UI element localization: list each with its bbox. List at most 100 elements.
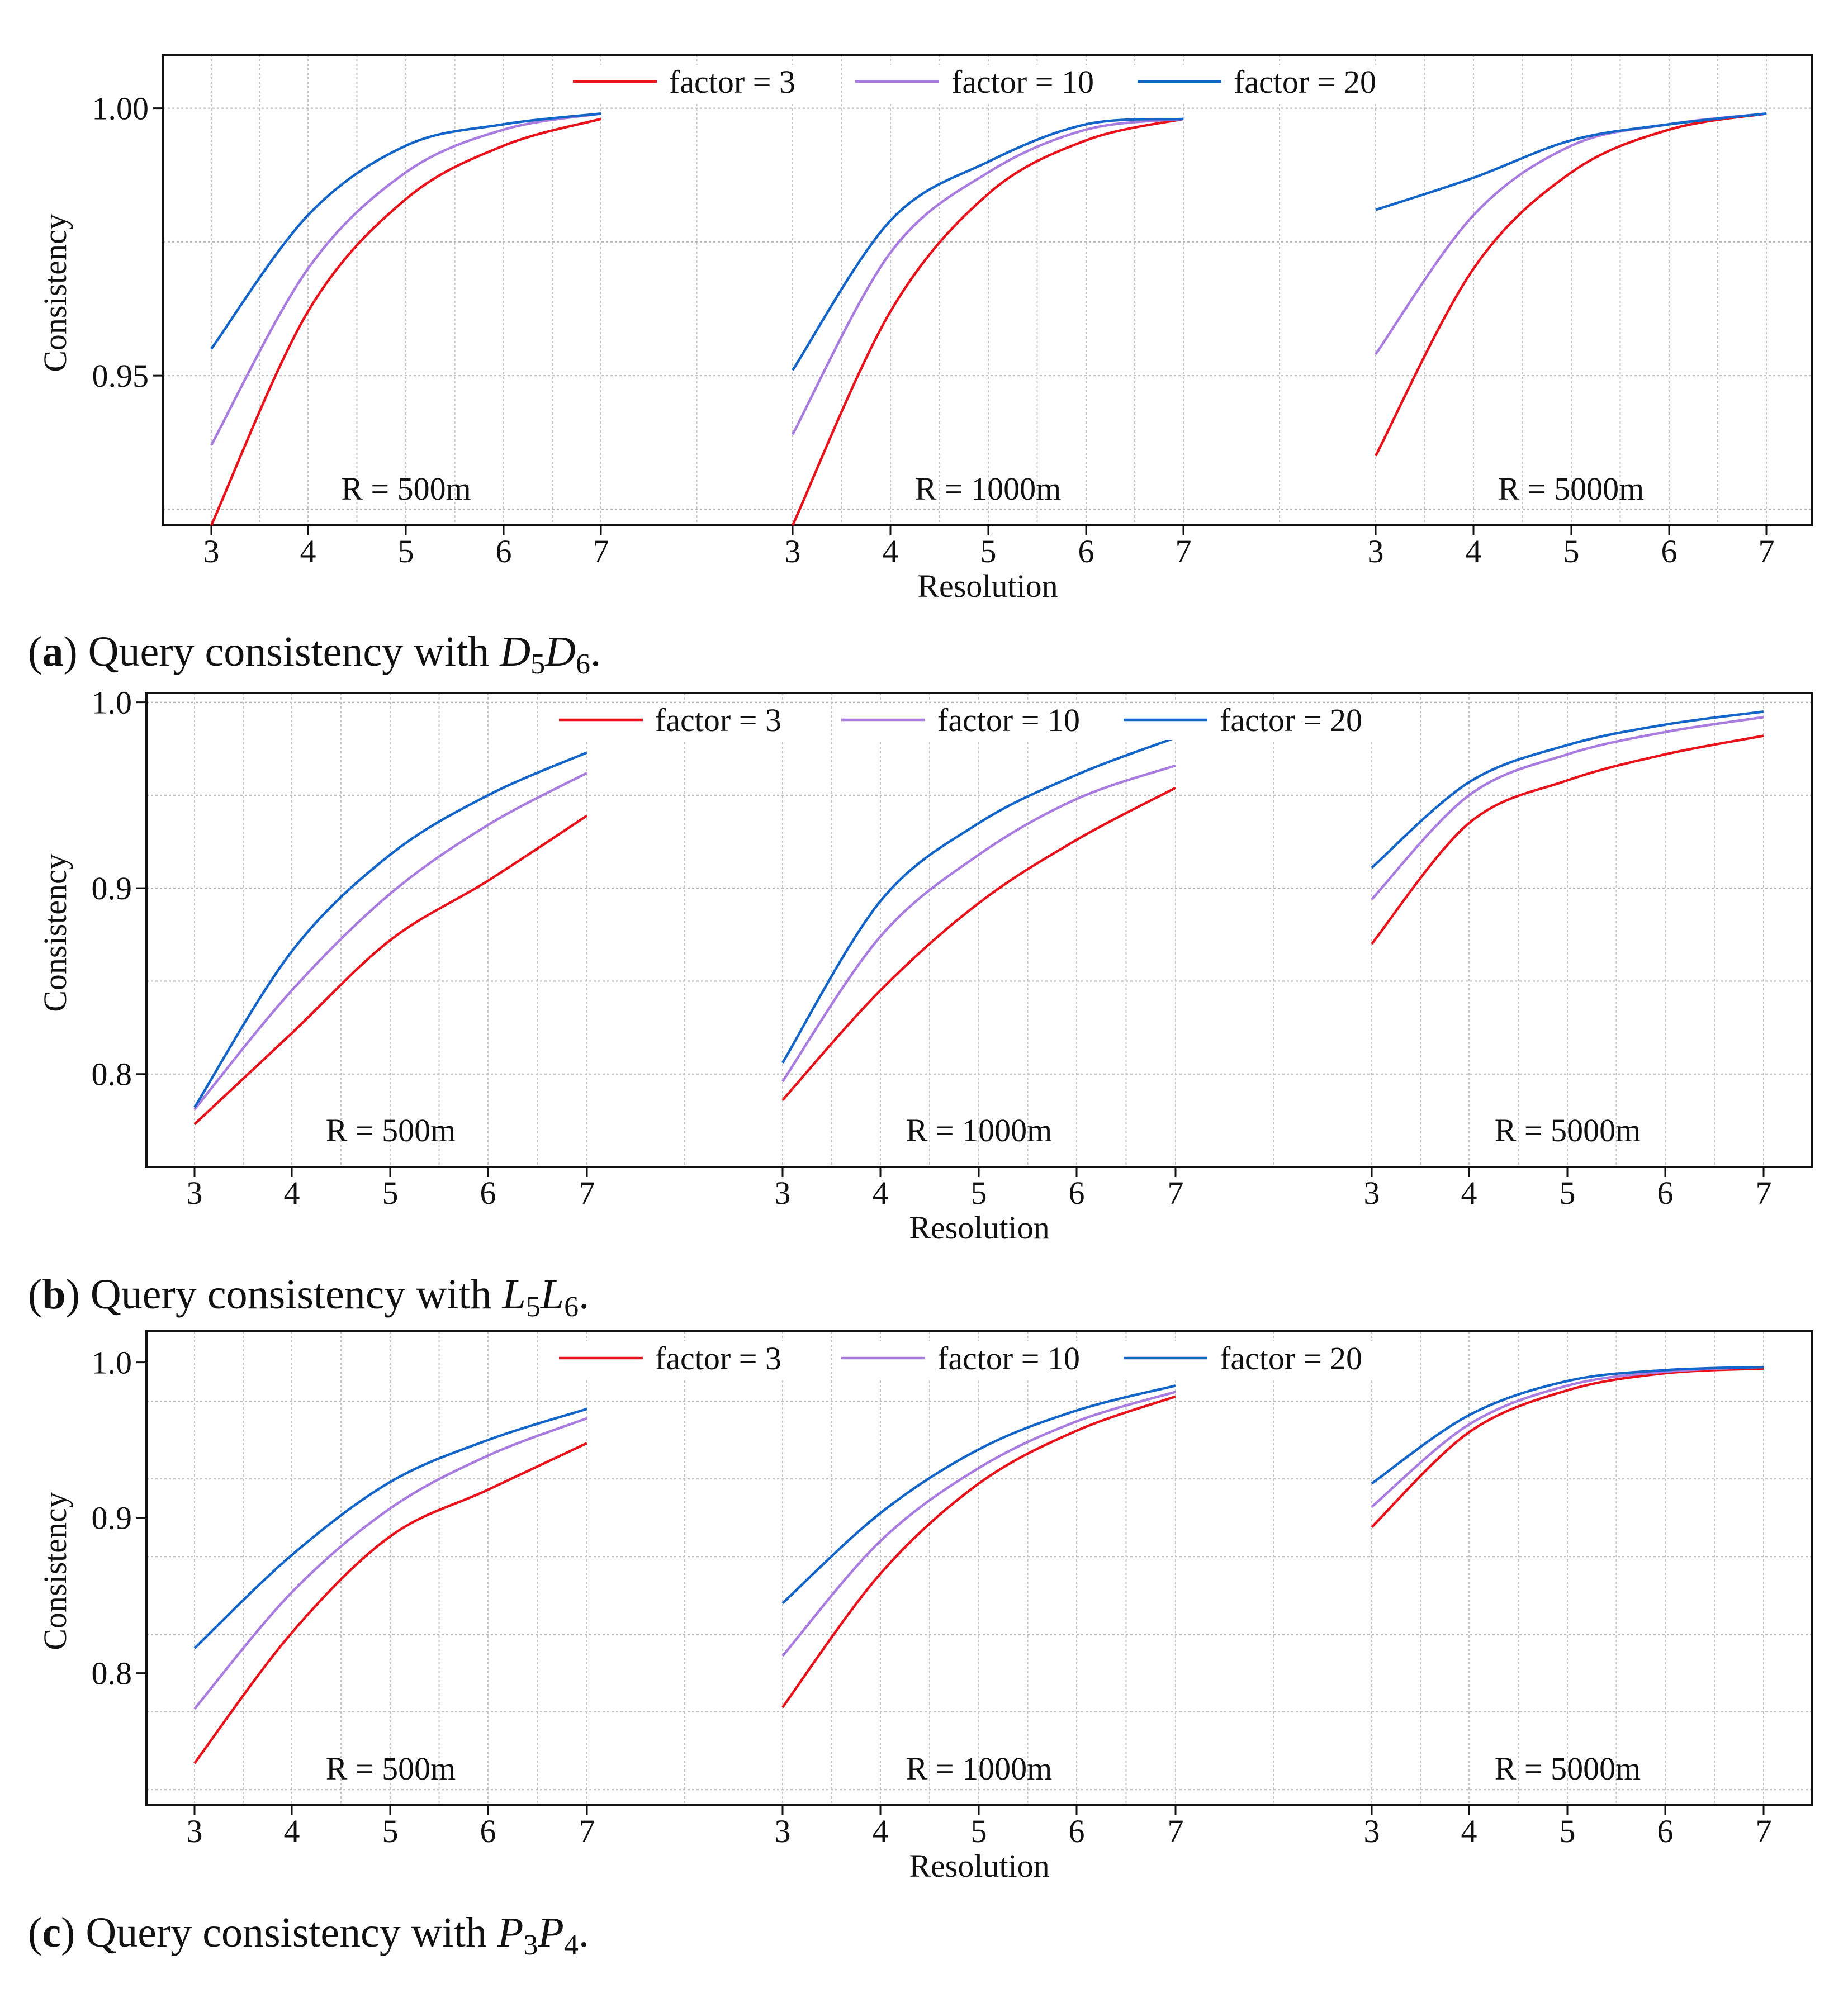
panel-label: R = 500m bbox=[341, 471, 471, 507]
x-tick-label: 6 bbox=[496, 533, 512, 570]
series-line-10 bbox=[1371, 1365, 1764, 1508]
x-tick-label: 7 bbox=[1176, 533, 1192, 570]
x-tick-label: 5 bbox=[971, 1175, 987, 1211]
series-line-20 bbox=[210, 112, 601, 350]
series-line-10 bbox=[1371, 716, 1764, 900]
caption-b-sym1: L bbox=[502, 1271, 526, 1318]
panel-1: R = 500m bbox=[193, 751, 588, 1149]
caption-a-sub2: 6 bbox=[576, 648, 591, 680]
x-tick-label: 3 bbox=[203, 533, 220, 570]
x-tick-label: 6 bbox=[480, 1813, 496, 1849]
series-line-20 bbox=[193, 751, 587, 1108]
panel-label: R = 5000m bbox=[1495, 1750, 1641, 1787]
legend-label: factor = 3 bbox=[669, 64, 795, 100]
legend-bg bbox=[835, 1341, 1103, 1378]
series-line-20 bbox=[781, 1384, 1176, 1605]
series-line-3 bbox=[193, 1442, 587, 1764]
y-tick-label: 0.9 bbox=[92, 1500, 132, 1536]
grid-c bbox=[146, 1331, 1812, 1805]
panel-1: R = 500m bbox=[210, 112, 601, 526]
x-tick-label: 4 bbox=[284, 1175, 300, 1211]
x-tick-label: 5 bbox=[1560, 1813, 1576, 1849]
y-tick-label: 0.95 bbox=[92, 358, 149, 394]
legend-label: factor = 3 bbox=[655, 702, 781, 738]
legend-label: factor = 20 bbox=[1220, 1340, 1362, 1377]
x-tick-label: 3 bbox=[1364, 1175, 1380, 1211]
panel-2: R = 1000m bbox=[791, 117, 1184, 526]
x-tick-label: 5 bbox=[980, 533, 997, 570]
x-tick-label: 7 bbox=[1759, 533, 1775, 570]
y-axis-label: Consistency bbox=[37, 853, 73, 1012]
legend-bg bbox=[552, 1341, 821, 1378]
caption-b-label: b bbox=[42, 1271, 66, 1318]
series-line-20 bbox=[781, 736, 1176, 1064]
x-tick-label: 5 bbox=[398, 533, 414, 570]
caption-a-sym1: D bbox=[500, 628, 531, 675]
x-tick-label: 6 bbox=[1661, 533, 1678, 570]
chart-c: 0.8 0.9 1.0 Consistency 3 4 5 6 7 3 4 5 6 7 3 4 5 6 7 Resol… bbox=[37, 1330, 1813, 1884]
series-line-3 bbox=[1375, 112, 1767, 457]
chart-b: 0.8 0.9 1.0 Consistency 3 4 5 6 7 3 4 5 6 7 3 4 5 6 7 Resol… bbox=[37, 685, 1813, 1246]
panel-label: R = 5000m bbox=[1498, 471, 1645, 507]
x-tick-label: 4 bbox=[1466, 533, 1482, 570]
y-axis-label: Consistency bbox=[37, 213, 73, 372]
x-tick-label: 3 bbox=[187, 1175, 203, 1211]
caption-c-label: c bbox=[42, 1909, 61, 1956]
x-tick-label: 6 bbox=[1069, 1175, 1085, 1211]
y-tick-label: 1.0 bbox=[92, 685, 132, 721]
y-tick-label: 0.8 bbox=[92, 1655, 132, 1692]
panel-3: R = 5000m bbox=[1371, 1365, 1764, 1787]
panel-3: R = 5000m bbox=[1375, 112, 1767, 507]
series-line-20 bbox=[792, 117, 1184, 371]
y-tick-label: 1.00 bbox=[92, 91, 149, 127]
caption-c-sym1: P bbox=[497, 1909, 524, 1956]
caption-b-sub1: 5 bbox=[525, 1291, 541, 1323]
x-tick-label: 7 bbox=[1168, 1813, 1184, 1849]
legend-bg bbox=[849, 65, 1117, 102]
x-tick-label: 4 bbox=[883, 533, 899, 570]
caption-b-sub2: 6 bbox=[564, 1291, 579, 1323]
legend-label: factor = 10 bbox=[951, 64, 1094, 100]
x-axis-label: Resolution bbox=[917, 568, 1058, 604]
x-tick-label: 7 bbox=[1168, 1175, 1184, 1211]
x-tick-label: 6 bbox=[1657, 1175, 1674, 1211]
legend-label: factor = 20 bbox=[1234, 64, 1376, 100]
panel-label: R = 500m bbox=[326, 1112, 456, 1149]
legend-bg bbox=[1131, 65, 1399, 102]
series-line-3 bbox=[193, 814, 588, 1126]
panel-2: R = 1000m bbox=[781, 736, 1177, 1149]
x-tick-label: 7 bbox=[1756, 1813, 1772, 1849]
x-tick-label: 5 bbox=[382, 1175, 399, 1211]
panel-label: R = 500m bbox=[326, 1750, 456, 1787]
x-tick-label: 4 bbox=[1461, 1175, 1477, 1211]
x-tick-label: 5 bbox=[382, 1813, 399, 1849]
series-line-10 bbox=[193, 1417, 587, 1710]
legend: factor = 3 factor = 10 factor = 20 bbox=[566, 64, 1399, 102]
series-line-20 bbox=[1371, 1365, 1764, 1485]
x-tick-label: 3 bbox=[775, 1813, 791, 1849]
x-tick-label: 5 bbox=[1560, 1175, 1576, 1211]
legend: factor = 3 factor = 10 factor = 20 bbox=[552, 1340, 1385, 1378]
series-line-10 bbox=[193, 772, 588, 1111]
x-tick-label: 5 bbox=[971, 1813, 987, 1849]
panel-3: R = 5000m bbox=[1371, 710, 1764, 1149]
legend-bg bbox=[835, 703, 1103, 740]
chart-a: 0.95 1.00 Consistency 3 4 5 6 7 3 4 5 6 7 3 4 5 6 7 Resolu… bbox=[37, 54, 1813, 604]
legend-bg bbox=[552, 703, 821, 740]
series-line-20 bbox=[1375, 112, 1767, 211]
x-tick-label: 3 bbox=[1364, 1813, 1380, 1849]
legend-label: factor = 10 bbox=[937, 702, 1080, 738]
series-line-3 bbox=[781, 1395, 1176, 1709]
x-tick-label: 7 bbox=[593, 533, 609, 570]
x-tick-label: 6 bbox=[480, 1175, 496, 1211]
y-tick-label: 0.9 bbox=[92, 870, 132, 907]
x-tick-label: 7 bbox=[579, 1813, 595, 1849]
x-axis-label: Resolution bbox=[909, 1209, 1049, 1246]
legend: factor = 3 factor = 10 factor = 20 bbox=[552, 702, 1385, 740]
panel-1: R = 500m bbox=[193, 1407, 587, 1787]
caption-b: (b) Query consistency with L5L6. bbox=[28, 1271, 590, 1323]
series-line-10 bbox=[792, 117, 1184, 435]
panel-label: R = 1000m bbox=[906, 1750, 1053, 1787]
legend-bg bbox=[1117, 703, 1385, 740]
x-tick-label: 6 bbox=[1657, 1813, 1674, 1849]
